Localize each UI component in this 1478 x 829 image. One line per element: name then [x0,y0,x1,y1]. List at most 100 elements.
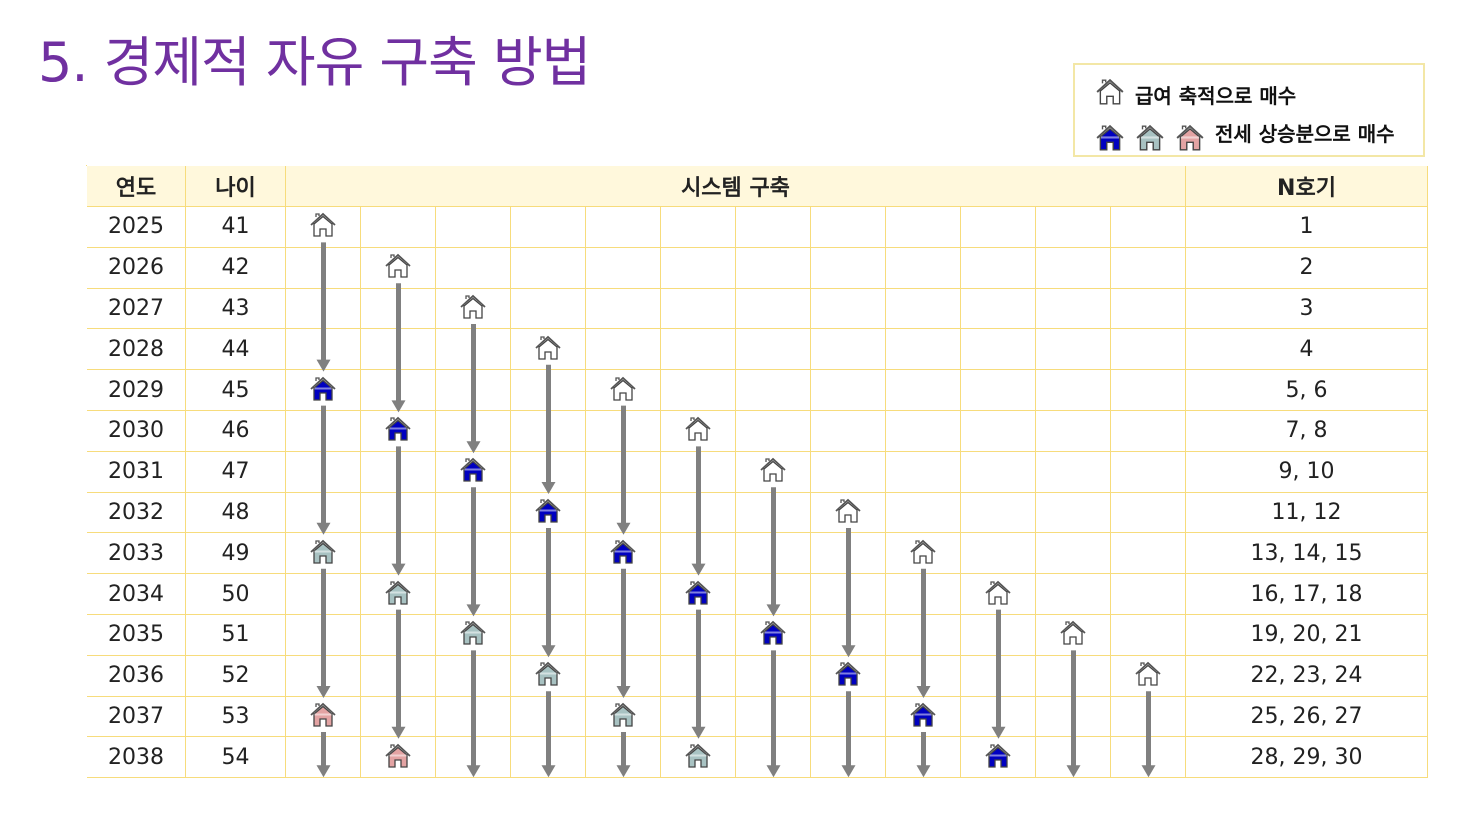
blue-house-icon [384,415,412,443]
system-cell [961,451,1036,493]
system-cell [1111,288,1186,330]
system-table: 연도 나이 시스템 구축 N호기 2025 41 1 2026 42 2 2027 43 3 2028 44… [86,165,1428,779]
system-cell [736,370,811,411]
age-cell: 45 [186,370,286,411]
header-year: 연도 [87,166,186,207]
system-cell [511,370,586,411]
system-cell [661,370,736,411]
white-house-icon [609,375,637,403]
age-cell: 52 [186,655,286,697]
system-cell [661,492,736,534]
system-cell [1036,737,1111,779]
white-house-icon [384,252,412,280]
system-cell [586,207,661,248]
blue-house-icon [609,538,637,566]
gray-house-icon [309,538,337,566]
pink-house-icon [384,742,412,770]
system-cell [736,574,811,615]
system-cell [1036,247,1111,289]
system-cell [586,411,661,452]
n-cell: 4 [1186,329,1428,371]
system-cell [736,696,811,738]
system-cell [661,533,736,575]
system-cell [1111,411,1186,452]
system-cell [661,247,736,289]
white-house-icon [534,334,562,362]
system-cell [436,655,511,697]
system-cell [811,370,886,411]
system-cell [886,655,961,697]
n-cell: 7, 8 [1186,411,1428,452]
age-cell: 51 [186,615,286,656]
system-cell [1036,288,1111,330]
system-cell [286,451,361,493]
system-cell [886,207,961,248]
system-cell [286,288,361,330]
system-cell [736,247,811,289]
system-cell [1111,451,1186,493]
blue-house-icon [684,579,712,607]
system-cell [886,370,961,411]
year-cell: 2038 [87,737,186,779]
system-cell [436,574,511,615]
n-cell: 11, 12 [1186,492,1428,534]
system-cell [961,370,1036,411]
system-cell [286,411,361,452]
white-house-icon [759,456,787,484]
system-cell [586,737,661,779]
year-cell: 2037 [87,696,186,738]
system-cell [511,207,586,248]
n-cell: 19, 20, 21 [1186,615,1428,656]
system-cell [736,207,811,248]
system-cell [436,696,511,738]
system-cell [1111,574,1186,615]
system-cell [511,574,586,615]
system-cell [286,655,361,697]
age-cell: 48 [186,492,286,534]
system-cell [1036,655,1111,697]
system-cell [736,288,811,330]
page-title: 5. 경제적 자유 구축 방법 [38,31,591,94]
system-cell [811,288,886,330]
system-cell [361,288,436,330]
system-cell [886,492,961,534]
system-cell [661,737,736,779]
year-cell: 2036 [87,655,186,697]
system-cell [811,533,886,575]
year-cell: 2026 [87,247,186,289]
n-cell: 2 [1186,247,1428,289]
system-cell [511,737,586,779]
system-cell [661,288,736,330]
system-cell [1036,207,1111,248]
system-cell [586,288,661,330]
white-house-icon [459,293,487,321]
age-cell: 43 [186,288,286,330]
system-cell [661,696,736,738]
year-cell: 2034 [87,574,186,615]
system-cell [961,696,1036,738]
n-cell: 16, 17, 18 [1186,574,1428,615]
system-cell [811,737,886,779]
system-cell [1036,411,1111,452]
legend-item-jeonse: 전세 상승분으로 매수 [1095,123,1405,158]
system-cell [886,247,961,289]
n-cell: 1 [1186,207,1428,248]
system-cell [361,696,436,738]
gray-house-icon [384,579,412,607]
system-cell [436,329,511,371]
system-cell [961,737,1036,779]
gray-house-icon [459,619,487,647]
system-cell [286,492,361,534]
age-cell: 41 [186,207,286,248]
pink-house-icon [309,701,337,729]
system-cell [811,615,886,656]
system-cell [1036,329,1111,371]
system-cell [961,288,1036,330]
age-cell: 42 [186,247,286,289]
system-cell [511,411,586,452]
system-cell [886,329,961,371]
system-cell [586,492,661,534]
system-cell [586,451,661,493]
system-cell [961,533,1036,575]
system-cell [886,288,961,330]
